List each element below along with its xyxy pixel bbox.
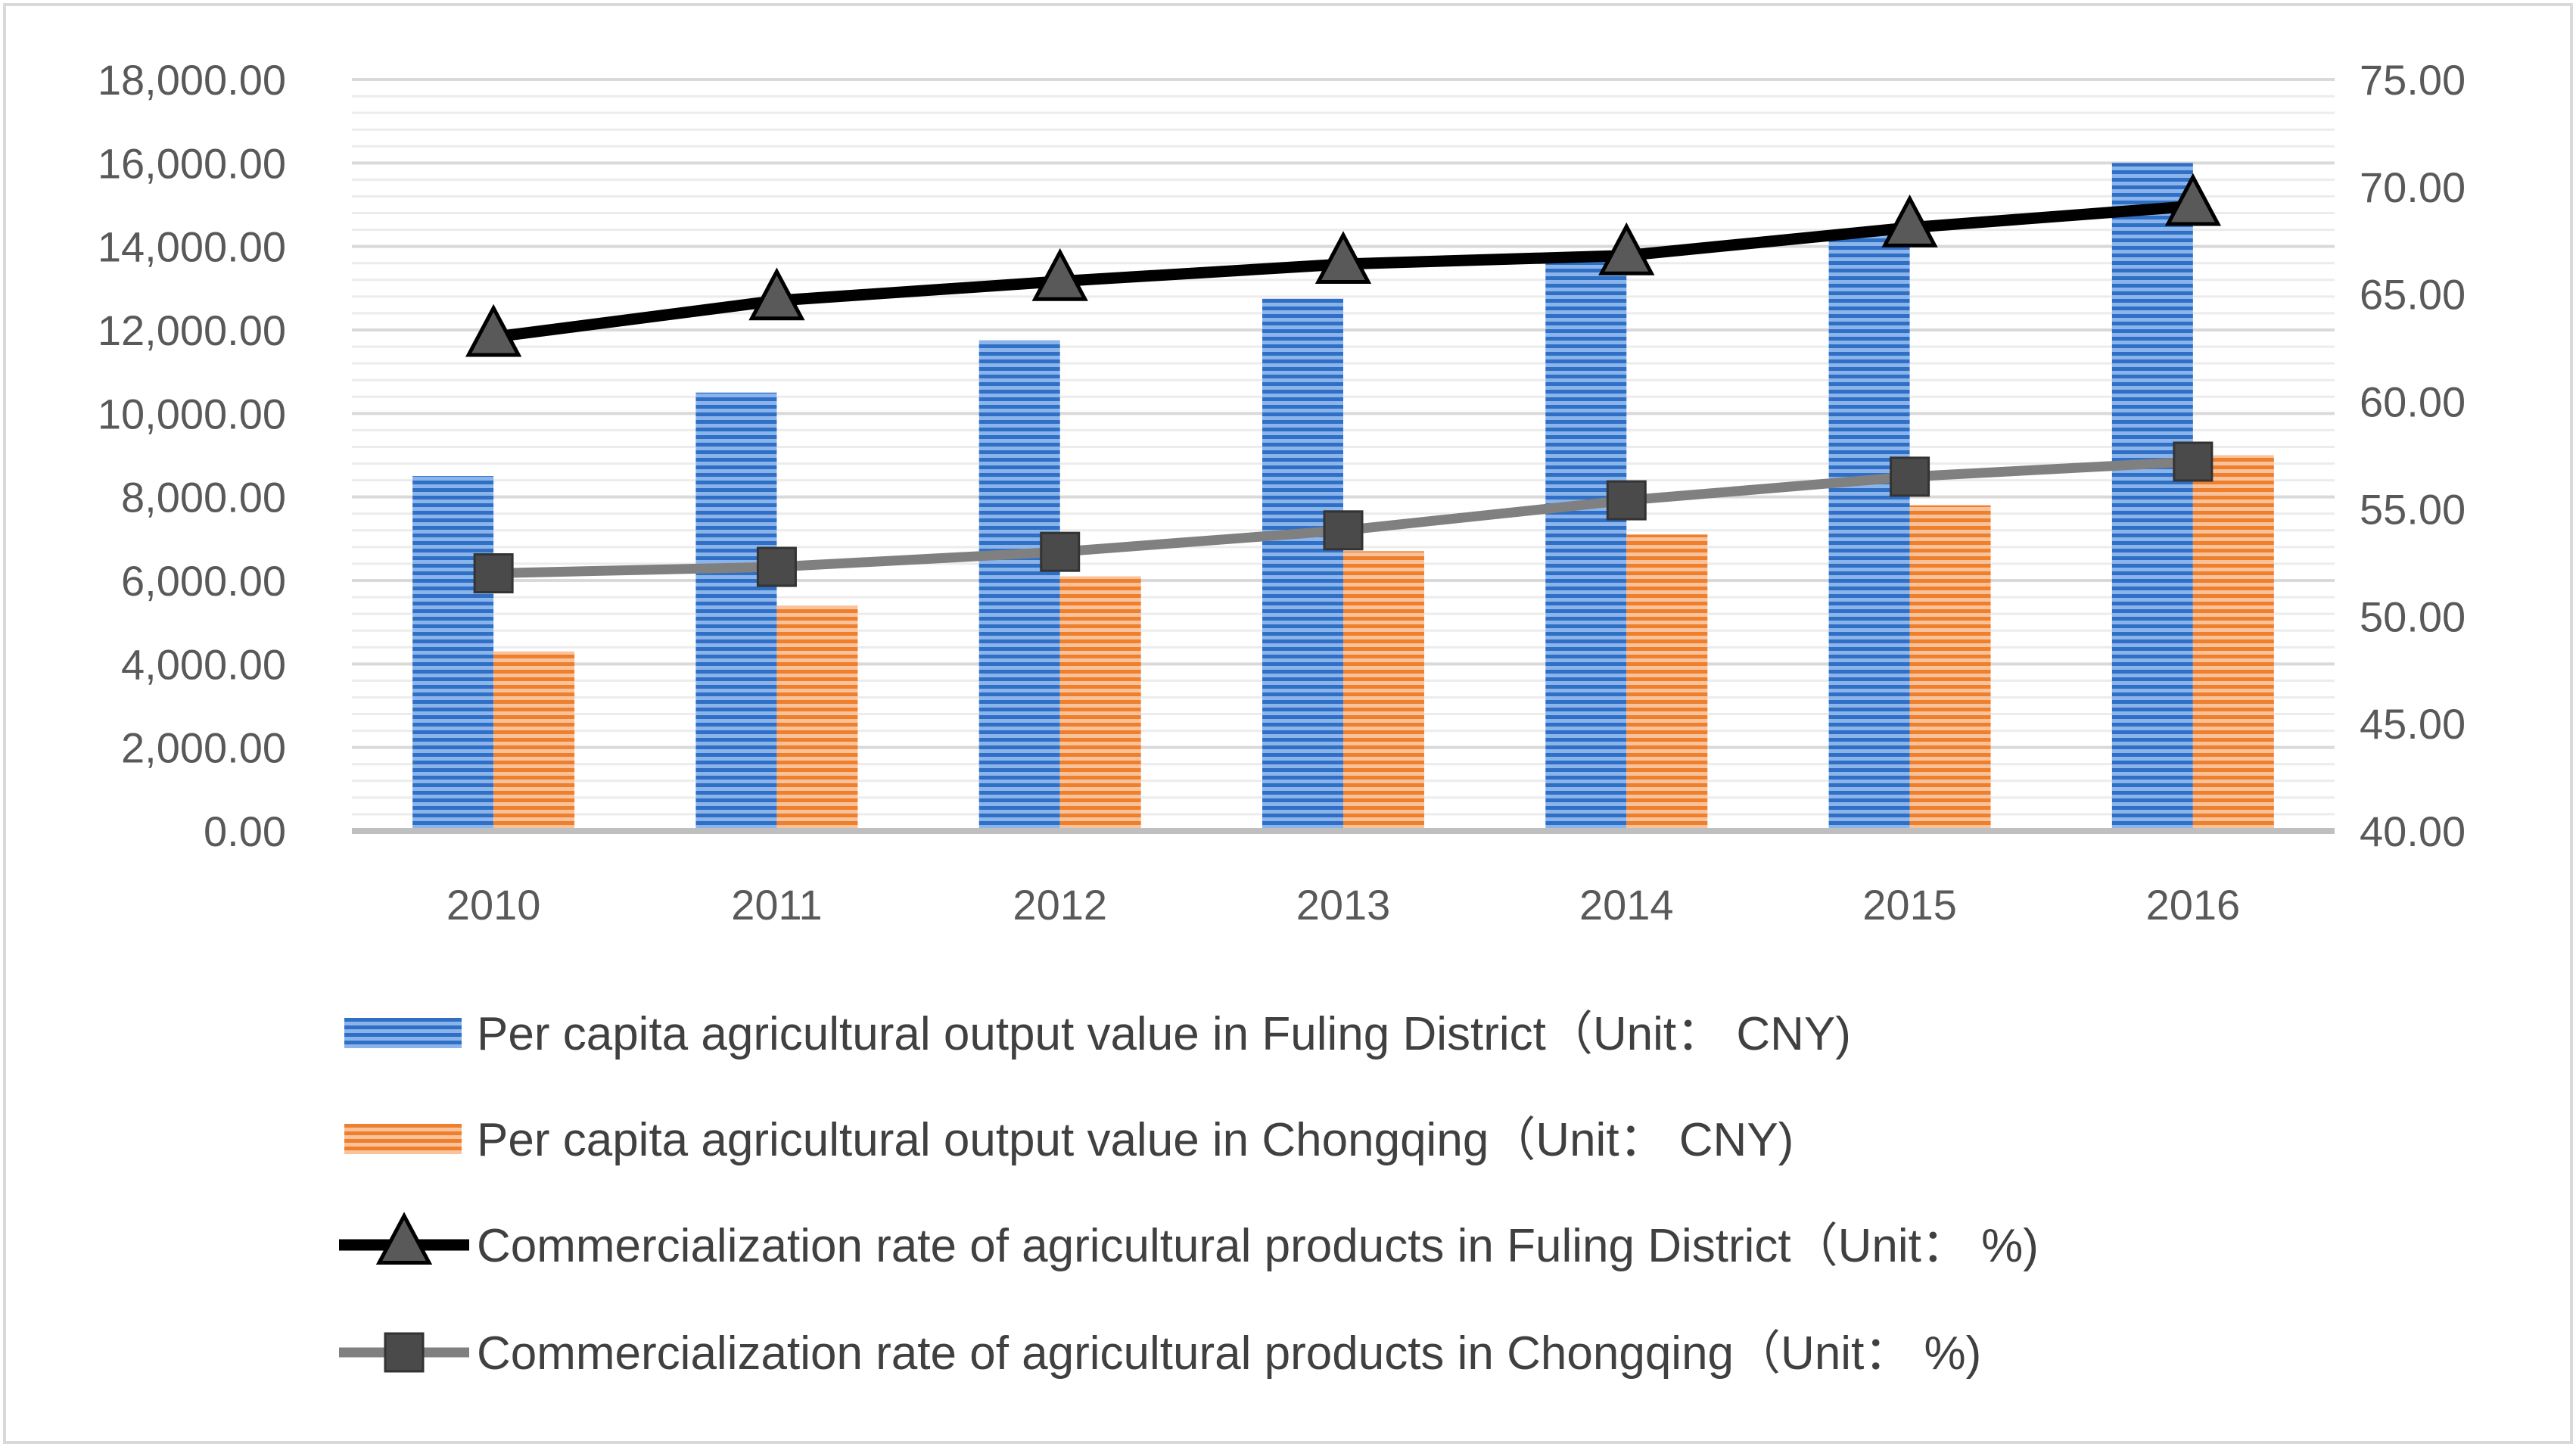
left-tick-label: 2,000.00 xyxy=(121,724,286,772)
bar-fuling-2012 xyxy=(978,340,1060,832)
x-tick-label: 2011 xyxy=(731,881,822,929)
bar-chongqing-2016 xyxy=(2192,455,2274,831)
bar-fuling-2013 xyxy=(1262,298,1343,831)
bar-chongqing-2011 xyxy=(776,605,858,831)
x-tick-label: 2013 xyxy=(1296,881,1391,929)
legend-label: Commercialization rate of agricultural p… xyxy=(477,1220,2039,1272)
marker-fuling-2015 xyxy=(1881,194,1938,247)
right-tick-label: 55.00 xyxy=(2360,485,2466,533)
marker-fuling-2014 xyxy=(1598,222,1655,275)
legend-label: Per capita agricultural output value in … xyxy=(477,1114,1794,1166)
legend-swatch xyxy=(344,1124,462,1154)
marker-fuling-2010 xyxy=(465,303,522,357)
bar-fuling-2015 xyxy=(1828,234,1910,831)
left-tick-label: 18,000.00 xyxy=(98,56,286,104)
marker-chongqing-2013 xyxy=(1323,510,1364,551)
left-tick-label: 12,000.00 xyxy=(98,307,286,354)
legend-item: Commercialization rate of agricultural p… xyxy=(339,1212,2039,1272)
left-tick-label: 6,000.00 xyxy=(121,557,286,605)
x-tick-label: 2014 xyxy=(1579,881,1674,929)
left-tick-label: 8,000.00 xyxy=(121,474,286,521)
marker-chongqing-2015 xyxy=(1890,456,1930,497)
legend-item: Commercialization rate of agricultural p… xyxy=(339,1327,1981,1380)
left-tick-label: 10,000.00 xyxy=(98,390,286,437)
legend-marker-triangle xyxy=(375,1212,433,1265)
marker-chongqing-2016 xyxy=(2173,441,2214,482)
legend-swatch xyxy=(344,1018,462,1048)
x-axis-ticks: 2010 2011 2012 2013 2014 2015 2016 xyxy=(446,881,2240,929)
x-tick-label: 2012 xyxy=(1013,881,1107,929)
marker-fuling-2016 xyxy=(2164,173,2222,226)
marker-chongqing-2014 xyxy=(1606,480,1647,521)
bar-fuling-2010 xyxy=(412,476,494,831)
left-tick-label: 4,000.00 xyxy=(121,640,286,688)
bar-chongqing-2014 xyxy=(1626,534,1708,831)
marker-chongqing-2012 xyxy=(1040,531,1081,572)
x-tick-label: 2010 xyxy=(446,881,541,929)
marker-fuling-2012 xyxy=(1031,247,1088,301)
legend-label: Commercialization rate of agricultural p… xyxy=(477,1327,1981,1380)
left-tick-label: 16,000.00 xyxy=(98,139,286,187)
legend: Per capita agricultural output value in … xyxy=(339,1008,2039,1380)
left-axis-ticks: 0.00 2,000.00 4,000.00 6,000.00 8,000.00 10,0… xyxy=(98,56,286,855)
bar-chongqing-2010 xyxy=(493,651,575,831)
right-tick-label: 60.00 xyxy=(2360,378,2466,426)
left-tick-label: 14,000.00 xyxy=(98,223,286,271)
legend-marker-square xyxy=(384,1332,425,1373)
legend-label: Per capita agricultural output value in … xyxy=(477,1008,1851,1060)
bar-series xyxy=(412,163,2274,832)
bar-fuling-2014 xyxy=(1545,254,1627,831)
bar-chongqing-2015 xyxy=(1909,505,1991,831)
right-tick-label: 40.00 xyxy=(2360,808,2466,855)
right-tick-label: 75.00 xyxy=(2360,56,2466,104)
x-tick-label: 2016 xyxy=(2146,881,2241,929)
right-axis-ticks: 40.00 45.00 50.00 55.00 60.00 65.00 70.00 75.00 xyxy=(2360,56,2466,855)
marker-chongqing-2010 xyxy=(473,553,514,594)
marker-fuling-2011 xyxy=(748,267,805,321)
bar-chongqing-2013 xyxy=(1343,551,1424,831)
bar-fuling-2011 xyxy=(695,392,777,831)
left-tick-label: 0.00 xyxy=(204,808,286,855)
x-tick-label: 2015 xyxy=(1862,881,1957,929)
legend-item: Per capita agricultural output value in … xyxy=(344,1008,1851,1060)
line-series xyxy=(465,173,2222,594)
right-tick-label: 65.00 xyxy=(2360,271,2466,319)
right-tick-label: 50.00 xyxy=(2360,593,2466,640)
bar-fuling-2016 xyxy=(2111,163,2193,832)
marker-fuling-2013 xyxy=(1314,231,1372,285)
bar-chongqing-2012 xyxy=(1059,576,1141,831)
right-tick-label: 70.00 xyxy=(2360,163,2466,211)
marker-chongqing-2011 xyxy=(756,546,797,587)
legend-item: Per capita agricultural output value in … xyxy=(344,1114,1794,1166)
right-tick-label: 45.00 xyxy=(2360,700,2466,748)
